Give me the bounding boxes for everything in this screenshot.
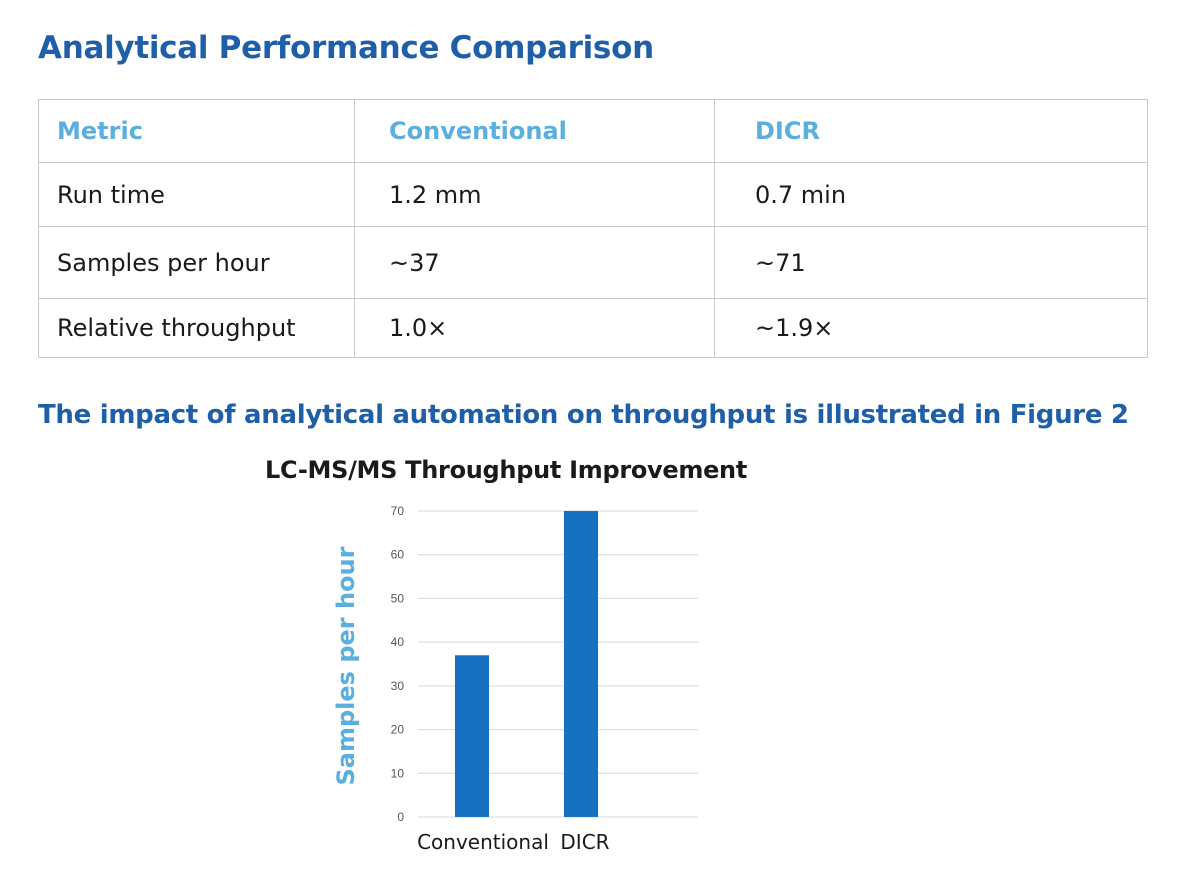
figure-caption: The impact of analytical automation on t… bbox=[38, 400, 1129, 430]
page-title: Analytical Performance Comparison bbox=[38, 30, 654, 66]
y-tick-label: 40 bbox=[391, 635, 405, 649]
cell-dicr: ~71 bbox=[714, 226, 1148, 299]
cell-conventional: ~37 bbox=[354, 226, 715, 299]
table-row: Samples per hour ~37 ~71 bbox=[38, 226, 1148, 299]
y-tick-label: 50 bbox=[391, 591, 405, 605]
cell-conventional: 1.0× bbox=[354, 298, 715, 358]
cell-dicr: 0.7 min bbox=[714, 162, 1148, 227]
table-row: Relative throughput 1.0× ~1.9× bbox=[38, 298, 1148, 358]
y-tick-label: 30 bbox=[391, 679, 405, 693]
chart-title: LC-MS/MS Throughput Improvement bbox=[265, 456, 748, 484]
cell-conventional: 1.2 mm bbox=[354, 162, 715, 227]
chart-bars bbox=[455, 511, 598, 817]
y-tick-label: 10 bbox=[391, 766, 405, 780]
chart-y-ticks: 0 10 20 30 40 50 60 70 bbox=[391, 504, 405, 824]
bar-conventional bbox=[455, 655, 489, 817]
x-tick-label: DICR bbox=[560, 830, 609, 854]
cell-metric: Run time bbox=[38, 162, 355, 227]
cell-metric: Samples per hour bbox=[38, 226, 355, 299]
comparison-table: Metric Conventional DICR Run time 1.2 mm… bbox=[38, 99, 1148, 358]
y-axis-label: Samples per hour bbox=[332, 546, 360, 786]
y-tick-label: 0 bbox=[397, 810, 404, 824]
bar-dicr bbox=[564, 511, 598, 817]
y-tick-label: 20 bbox=[391, 723, 405, 737]
cell-metric: Relative throughput bbox=[38, 298, 355, 358]
header-metric: Metric bbox=[38, 99, 355, 163]
header-dicr: DICR bbox=[714, 99, 1148, 163]
y-tick-label: 60 bbox=[391, 548, 405, 562]
chart-x-ticks: Conventional DICR bbox=[417, 830, 610, 854]
x-tick-label: Conventional bbox=[417, 830, 549, 854]
y-tick-label: 70 bbox=[391, 504, 405, 518]
table-row: Run time 1.2 mm 0.7 min bbox=[38, 162, 1148, 227]
cell-dicr: ~1.9× bbox=[714, 298, 1148, 358]
